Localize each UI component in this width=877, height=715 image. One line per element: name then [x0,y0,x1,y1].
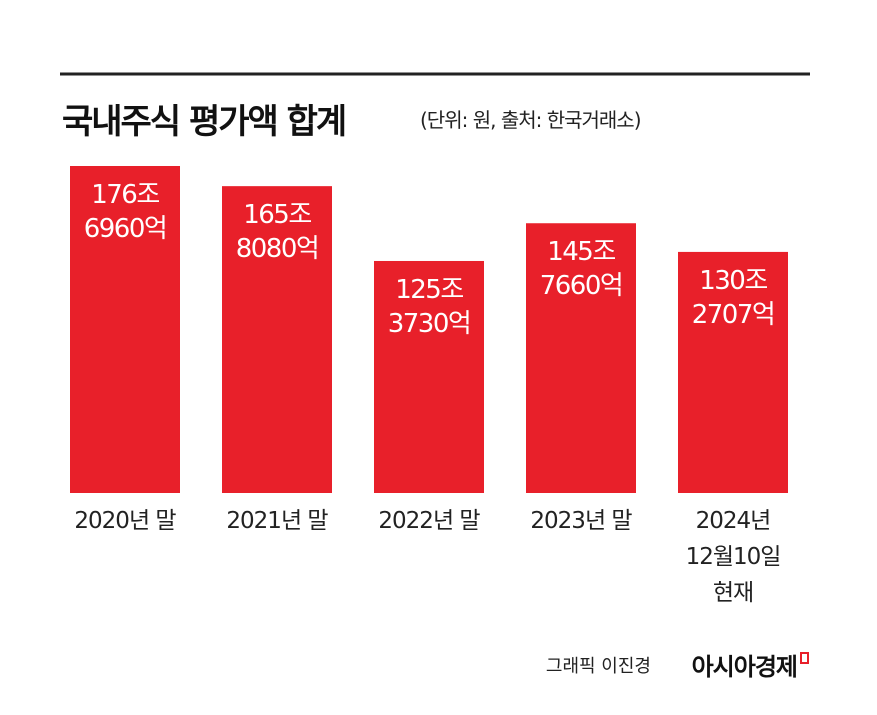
chart-title: 국내주식 평가액 합계 [62,102,347,142]
value-label: 125조 3730억 [387,274,472,339]
brand: 아시아경제 [691,653,798,681]
bar [678,251,788,493]
x-tick-label: 2023년 말 [530,508,632,534]
bar [374,260,484,493]
value-label: 145조 7660억 [539,237,624,302]
bar [222,186,332,493]
bar [70,166,180,493]
credit: 그래픽 이진경 [545,656,651,677]
x-tick-label: 2022년 말 [378,508,480,534]
brand-icon [800,652,809,664]
value-label: 176조 6960억 [83,180,168,244]
chart-subtitle: (단위: 원, 출처: 한국거래소) [420,108,642,132]
x-tick-label: 2024년 12월10일 현재 [685,508,782,606]
x-tick-label: 2021년 말 [226,508,328,534]
value-label: 130조 2707억 [691,265,776,330]
x-tick-label: 2020년 말 [74,508,176,534]
value-label: 165조 8080억 [235,200,320,265]
bar [526,223,636,493]
